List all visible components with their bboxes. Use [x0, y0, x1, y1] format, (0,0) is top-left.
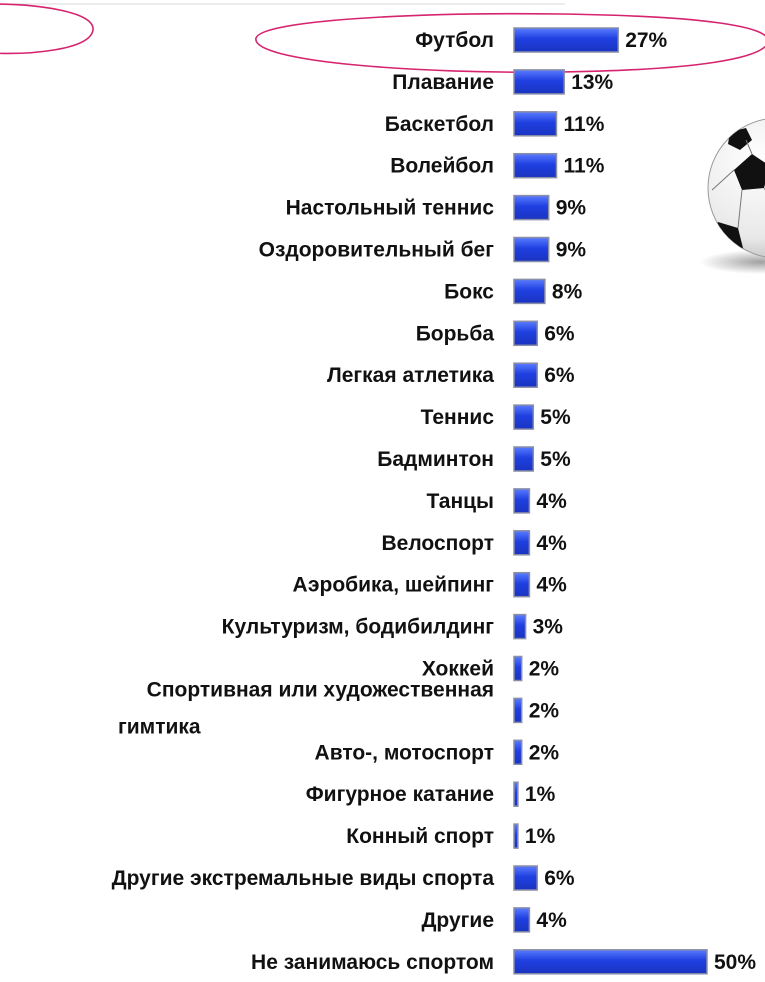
category-label: Бокс [444, 280, 494, 303]
category-label: Волейбол [390, 155, 494, 178]
bar-row: Авто-, мотоспорт 2% [315, 739, 560, 766]
bar-row: Настольный теннис 9% [286, 194, 587, 221]
bar-row: Борьба 6% [416, 320, 575, 347]
bar [513, 446, 535, 472]
soccer-ball-icon [700, 118, 765, 274]
value-label: 2% [529, 741, 560, 764]
bar [513, 530, 531, 556]
bar [513, 69, 565, 95]
category-label: Фигурное катание [306, 783, 494, 806]
value-label: 11% [564, 113, 605, 136]
bar [513, 362, 538, 388]
category-label: Авто-, мотоспорт [315, 741, 494, 764]
bar-row: Футбол 27% [415, 27, 668, 53]
value-label: 1% [525, 783, 556, 806]
bar-row: Другие экстремальные виды спорта 6% [112, 865, 575, 891]
bar [513, 613, 527, 640]
category-label: Оздоровительный бег [259, 239, 495, 262]
bar [513, 907, 531, 933]
bar-row: Бадминтон 5% [377, 446, 571, 472]
bar-row: Конный спорт 1% [346, 823, 556, 849]
value-label: 2% [529, 658, 560, 681]
bar [513, 697, 523, 724]
bar-row: Спортивная или художественная гимтика 2% [118, 678, 559, 738]
bar [513, 739, 523, 766]
category-label: Легкая атлетика [327, 364, 494, 387]
value-label: 6% [544, 364, 575, 387]
bar-row: Аэробика, шейпинг 4% [292, 571, 567, 598]
highlight-ellipse-football [255, 12, 765, 73]
category-label: Не занимаюсь спортом [251, 951, 494, 974]
category-label: Танцы [426, 490, 494, 513]
bar [513, 152, 558, 179]
highlight-ellipse-left [0, 3, 94, 55]
category-label: Культуризм, бодибилдинг [222, 616, 495, 639]
category-label: Другие [421, 909, 494, 932]
value-label: 9% [556, 239, 587, 262]
bar [513, 823, 519, 849]
value-label: 9% [556, 197, 587, 220]
bar [513, 194, 550, 221]
value-label: 27% [625, 29, 667, 52]
bar [513, 571, 531, 598]
bar [513, 865, 538, 891]
bar-row: Фигурное катание 1% [306, 781, 556, 807]
value-label: 6% [544, 322, 575, 345]
bar-row: Бокс 8% [444, 278, 583, 305]
value-label: 2% [529, 699, 560, 722]
bar [513, 111, 558, 137]
bar [513, 781, 519, 807]
bar-row: Хоккей 2% [422, 655, 560, 682]
bar-row: Плавание 13% [392, 69, 614, 95]
bar-row: Легкая атлетика 6% [327, 362, 575, 388]
bar-row: Оздоровительный бег 9% [259, 236, 587, 263]
bar [513, 320, 538, 347]
value-label: 50% [714, 951, 756, 974]
bar [513, 27, 619, 53]
category-label: Спортивная или художественная гимтика [118, 678, 494, 738]
bar [513, 236, 550, 263]
category-label: Баскетбол [385, 113, 494, 136]
value-label: 4% [536, 490, 567, 513]
category-label: Велоспорт [382, 532, 495, 555]
bar-row: Другие 4% [421, 907, 567, 933]
value-label: 4% [536, 909, 567, 932]
category-label: Бадминтон [377, 448, 494, 471]
category-label: Борьба [416, 322, 495, 345]
bar-row: Танцы 4% [426, 488, 567, 514]
value-label: 4% [536, 532, 567, 555]
highlight-annotation [0, 3, 765, 73]
category-label: Плавание [392, 71, 494, 94]
value-label: 11% [564, 155, 605, 178]
bar-row: Волейбол 11% [390, 152, 605, 179]
category-label: Хоккей [422, 658, 494, 681]
category-label: Футбол [415, 29, 494, 52]
bar [513, 278, 546, 305]
category-label: Конный спорт [346, 825, 494, 848]
value-label: 3% [533, 616, 564, 639]
bar-rows: Футбол 27%Плавание 13%Баскетбол 11%Волейбол… [112, 27, 756, 975]
value-label: 13% [571, 71, 613, 94]
bar [513, 949, 708, 975]
value-label: 5% [540, 406, 571, 429]
bar-row: Теннис 5% [421, 404, 571, 430]
category-label: Теннис [421, 406, 495, 429]
bar [513, 488, 531, 514]
category-label: Настольный теннис [286, 197, 495, 220]
bar-row: Не занимаюсь спортом 50% [251, 949, 756, 975]
bar-row: Баскетбол 11% [385, 111, 605, 137]
value-label: 1% [525, 825, 556, 848]
bar [513, 404, 535, 430]
value-label: 8% [552, 280, 583, 303]
value-label: 6% [544, 867, 575, 890]
category-label: Аэробика, шейпинг [292, 574, 494, 597]
category-label: Другие экстремальные виды спорта [112, 867, 495, 890]
bar-row: Велоспорт 4% [382, 530, 567, 556]
value-label: 4% [536, 574, 567, 597]
value-label: 5% [540, 448, 571, 471]
bar-row: Культуризм, бодибилдинг 3% [222, 613, 564, 640]
bar [513, 655, 523, 682]
